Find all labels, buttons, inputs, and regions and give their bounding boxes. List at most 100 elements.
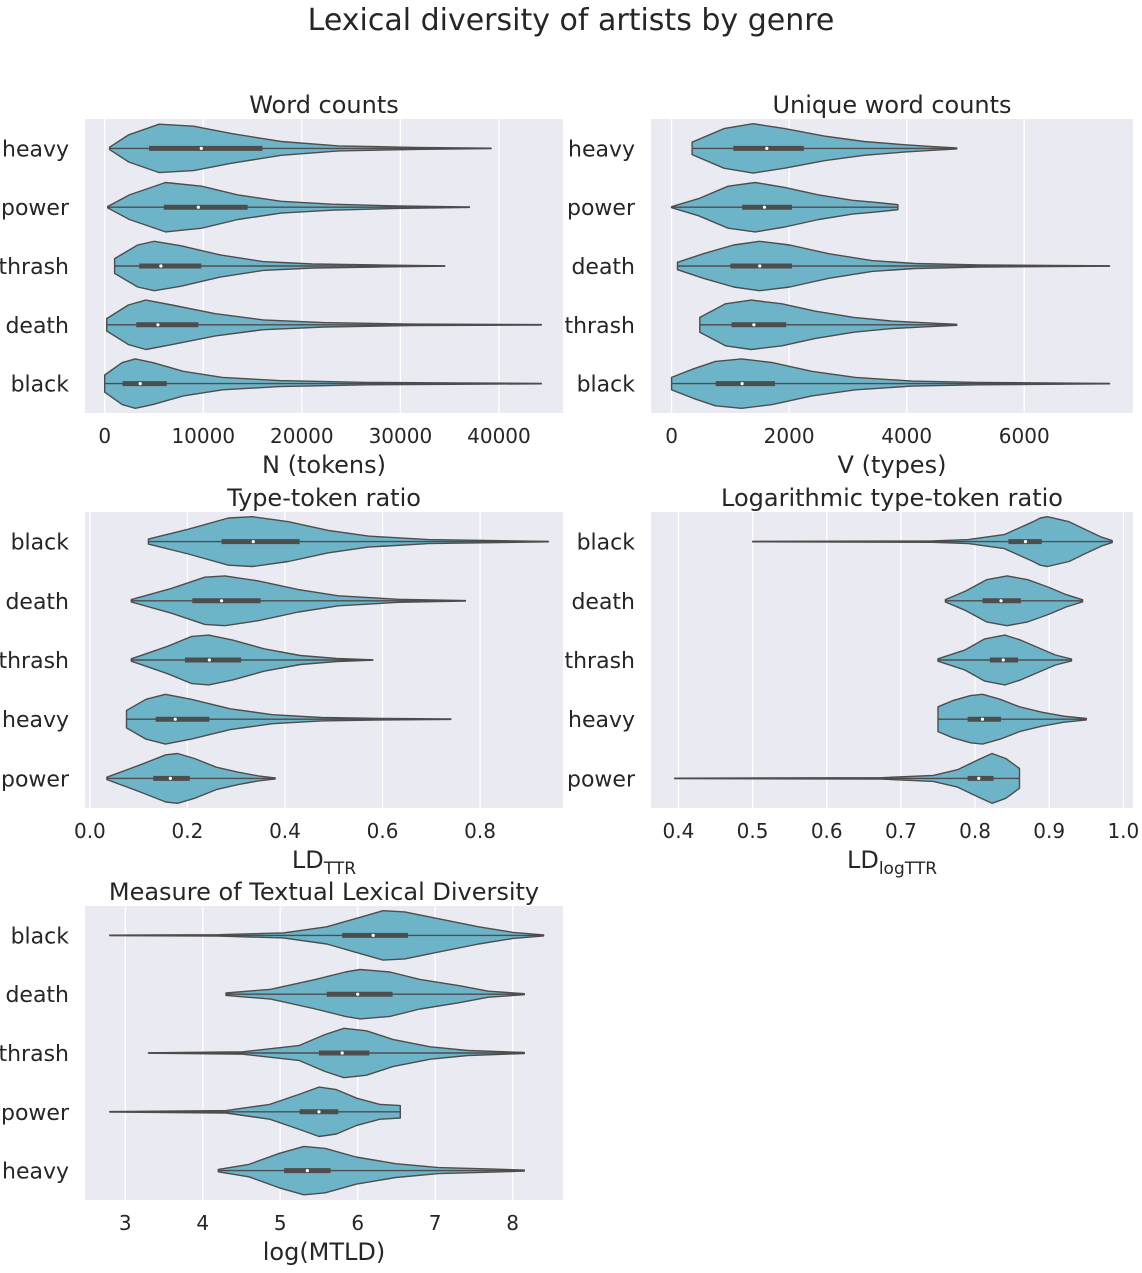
category-label-black: black xyxy=(577,373,636,398)
x-axis-label: LDlogTTR xyxy=(847,846,937,879)
x-tick-label: 0.5 xyxy=(737,819,769,843)
violin-median xyxy=(371,933,375,938)
violin-median xyxy=(168,776,172,781)
violin-power xyxy=(674,752,1021,804)
category-label-black: black xyxy=(11,924,70,949)
x-tick-label: 0 xyxy=(98,424,111,448)
violin-median xyxy=(199,146,203,150)
violin-thrash xyxy=(937,634,1073,686)
x-tick-label: 0.4 xyxy=(269,819,301,843)
violin-median xyxy=(173,717,177,721)
violin-heavy xyxy=(937,693,1087,745)
x-tick-label: 0.2 xyxy=(172,819,204,843)
violin-median xyxy=(999,599,1003,603)
violin-power xyxy=(109,1086,401,1138)
violin-heavy xyxy=(217,1145,525,1196)
violin-median xyxy=(1023,540,1028,544)
category-label-black: black xyxy=(11,373,70,398)
x-tick-label: 3 xyxy=(119,1211,132,1235)
category-label-heavy: heavy xyxy=(2,708,69,733)
violin-black xyxy=(670,358,1111,409)
violin-median xyxy=(740,382,744,386)
violin-median xyxy=(980,717,985,721)
x-tick-label: 10000 xyxy=(171,424,235,448)
category-label-heavy: heavy xyxy=(568,137,635,162)
category-label-power: power xyxy=(1,1101,70,1126)
x-axis-label-subscript: logTTR xyxy=(879,859,937,879)
category-label-thrash: thrash xyxy=(0,649,69,674)
x-tick-label: 0 xyxy=(665,424,678,448)
x-tick-label: 40000 xyxy=(467,424,531,448)
violin-heavy xyxy=(691,123,958,174)
panel-mtld: 3 4 5 6 7 8 Measure of Textual Lexical Diversi… xyxy=(0,878,563,1266)
x-axis-label: log(MTLD) xyxy=(263,1238,386,1266)
category-label-power: power xyxy=(567,767,636,792)
panel-unique-word-counts: 0 2000 4000 6000 Unique word counts V (types)… xyxy=(564,91,1133,479)
violin-median xyxy=(196,205,200,209)
category-label-thrash: thrash xyxy=(0,1042,69,1067)
violin-death xyxy=(106,299,542,351)
x-axis-label: V (types) xyxy=(838,451,947,479)
subplot-grid: 0 10000 20000 30000 40000 Word counts N (token… xyxy=(0,91,1139,1266)
panel-log-type-token-ratio: 0.4 0.5 0.6 0.7 0.8 0.9 1.0 Logarithmic type-to… xyxy=(564,484,1139,879)
x-tick-label: 6 xyxy=(351,1211,364,1235)
violin-black xyxy=(104,358,542,409)
x-tick-label: 0.8 xyxy=(464,819,496,843)
category-label-thrash: thrash xyxy=(0,255,69,280)
x-axis-label-main: N (tokens) xyxy=(262,451,386,479)
violin-heavy xyxy=(108,123,492,174)
category-label-heavy: heavy xyxy=(2,1160,69,1185)
violin-black xyxy=(109,910,545,961)
violin-median xyxy=(219,599,224,603)
violin-power xyxy=(670,181,899,233)
x-tick-label: 0.6 xyxy=(811,819,843,843)
violin-median xyxy=(317,1110,321,1114)
panel-title: Measure of Textual Lexical Diversity xyxy=(109,878,539,906)
x-tick-label: 20000 xyxy=(270,424,334,448)
category-label-power: power xyxy=(1,767,70,792)
violin-median xyxy=(251,540,255,544)
category-label-thrash: thrash xyxy=(564,314,635,339)
category-label-power: power xyxy=(1,196,70,221)
x-axis-label-main: log(MTLD) xyxy=(263,1238,386,1266)
violin-thrash xyxy=(147,1027,525,1079)
violin-power xyxy=(107,181,471,233)
category-label-death: death xyxy=(571,255,635,280)
violin-median xyxy=(356,992,360,996)
category-label-black: black xyxy=(577,531,636,556)
panel-title: Word counts xyxy=(249,91,399,119)
x-tick-label: 4 xyxy=(196,1211,209,1235)
violin-median xyxy=(1001,658,1005,662)
category-label-death: death xyxy=(5,590,69,615)
violin-power xyxy=(106,752,276,804)
panel-type-token-ratio: 0.0 0.2 0.4 0.6 0.8 Type-token ratio LDTTR blac… xyxy=(0,484,563,879)
category-label-death: death xyxy=(571,590,635,615)
violin-median xyxy=(758,264,762,268)
x-axis-label: N (tokens) xyxy=(262,451,386,479)
panel-title: Unique word counts xyxy=(772,91,1011,119)
x-tick-label: 1.0 xyxy=(1107,819,1139,843)
x-tick-label: 0.9 xyxy=(1033,819,1065,843)
violin-thrash xyxy=(699,299,958,351)
panel-title: Logarithmic type-token ratio xyxy=(721,484,1063,512)
violin-median xyxy=(762,205,767,209)
x-tick-label: 0.8 xyxy=(959,819,991,843)
x-tick-label: 7 xyxy=(429,1211,442,1235)
violin-death xyxy=(225,968,525,1020)
violin-median xyxy=(159,264,163,268)
violin-black xyxy=(751,516,1113,568)
category-label-thrash: thrash xyxy=(564,649,635,674)
x-axis-label-subscript: TTR xyxy=(323,859,356,879)
x-tick-label: 30000 xyxy=(369,424,433,448)
category-label-power: power xyxy=(567,196,636,221)
category-label-death: death xyxy=(5,314,69,339)
x-tick-label: 6000 xyxy=(999,424,1050,448)
violin-thrash xyxy=(113,240,446,292)
violin-death xyxy=(130,575,467,627)
x-axis-label-main: LD xyxy=(847,846,879,874)
violin-heavy xyxy=(125,693,452,745)
x-tick-label: 0.7 xyxy=(885,819,917,843)
category-label-death: death xyxy=(5,983,69,1008)
x-tick-label: 0.4 xyxy=(663,819,695,843)
